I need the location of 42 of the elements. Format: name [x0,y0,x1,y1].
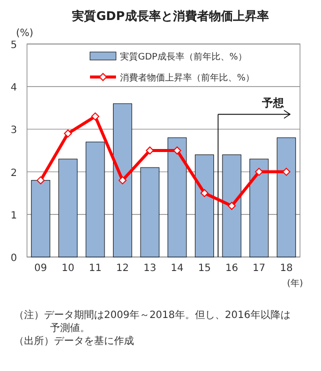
bar [194,154,214,258]
point [173,146,182,154]
x-tick-label: 13 [143,263,156,274]
x-tick-label: 15 [198,263,211,274]
y-tick-label: 0 [10,253,17,264]
bar [58,158,78,258]
x-tick-label: 09 [34,263,48,274]
bar [276,137,296,258]
point [118,176,127,184]
point [228,202,236,210]
bar [31,180,50,258]
chart-title: 実質GDP成長率と消費者物価上昇率 [71,9,269,23]
point [200,189,208,198]
bar [222,154,242,258]
ref-line-label: 予想 [261,96,285,110]
point [36,176,45,184]
bar [113,103,132,258]
text: （出所）データを基に作成 [14,335,134,347]
x-tick-label: 18 [280,263,293,274]
x-tick-label: 11 [88,263,102,274]
bar [140,167,160,258]
x-tick-label: 10 [62,263,74,274]
x-tick-label: 12 [116,263,129,274]
text: （注）データ期間は2009年～2018年。但し、2016年以降は予測値。 [14,309,290,334]
y-tick-label: 1 [10,210,17,222]
point [146,146,154,154]
y-tick-label: 5 [10,40,17,51]
legend-label: 消費者物価上昇率（前年比、%） [120,72,255,84]
y-tick-label: 4 [10,82,17,94]
x-axis-title: (年) [286,278,304,289]
y-tick-label: 2 [10,168,17,179]
bar [168,137,187,258]
y-tick-label: 3 [10,125,17,136]
legend-label: 実質GDP成長率（前年比、%） [120,52,247,62]
x-tick-label: 17 [252,263,266,274]
bar [250,158,269,258]
point [64,129,72,138]
x-tick-label: 16 [225,263,238,274]
x-tick-label: 14 [170,263,184,274]
point [91,112,100,120]
y-axis-title: (%) [16,28,34,39]
bar [86,142,105,258]
